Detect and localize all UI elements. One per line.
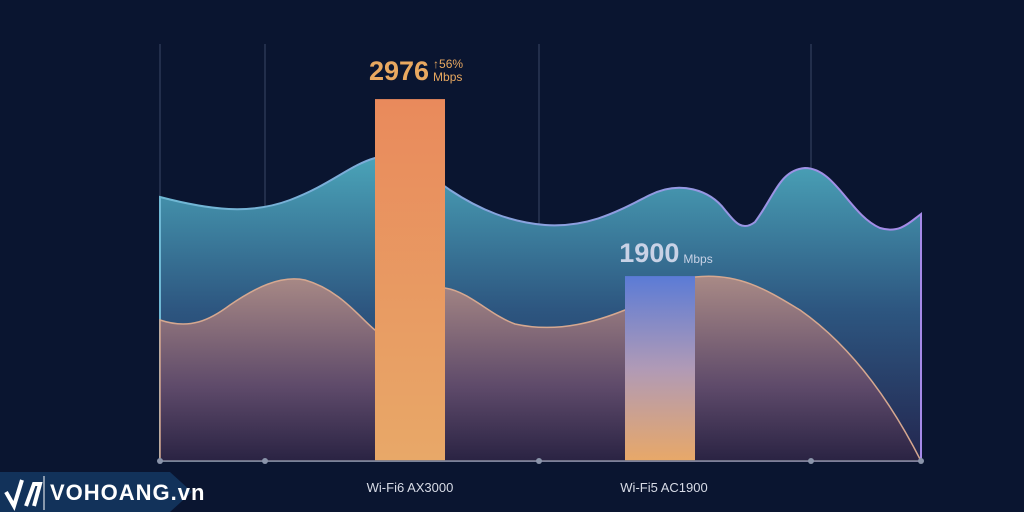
axis-dot: [157, 458, 163, 464]
bar1-value: 2976: [368, 56, 430, 86]
bar2-value-label: 1900 Mbps: [619, 238, 712, 269]
bar2-unit: Mbps: [683, 252, 713, 266]
category-label-wifi5: Wi-Fi5 AC1900: [620, 480, 708, 495]
logo-mark-icon: [4, 479, 43, 512]
bar2-value: 1900: [619, 238, 680, 268]
axis-dot: [536, 458, 542, 464]
area-lower: [159, 275, 923, 462]
axis-dot: [918, 458, 924, 464]
logo-banner: [0, 472, 192, 512]
axis-dot: [262, 458, 268, 464]
axis-dots: [157, 458, 924, 464]
bar-wifi5-ac1900: [625, 276, 695, 461]
logo-text: VOHOANG.vn: [50, 480, 206, 505]
arrow-up-icon: ↑: [433, 57, 440, 71]
bar1-increase: 56%: [439, 57, 464, 71]
bar1-unit: Mbps: [433, 70, 463, 84]
bar1-value-label: 2976 ↑56% Mbps: [369, 56, 463, 87]
axis-dot: [808, 458, 814, 464]
category-label-wifi6: Wi-Fi6 AX3000: [366, 480, 454, 495]
bars: [375, 99, 695, 461]
bar-wifi6-ax3000: [375, 99, 445, 461]
